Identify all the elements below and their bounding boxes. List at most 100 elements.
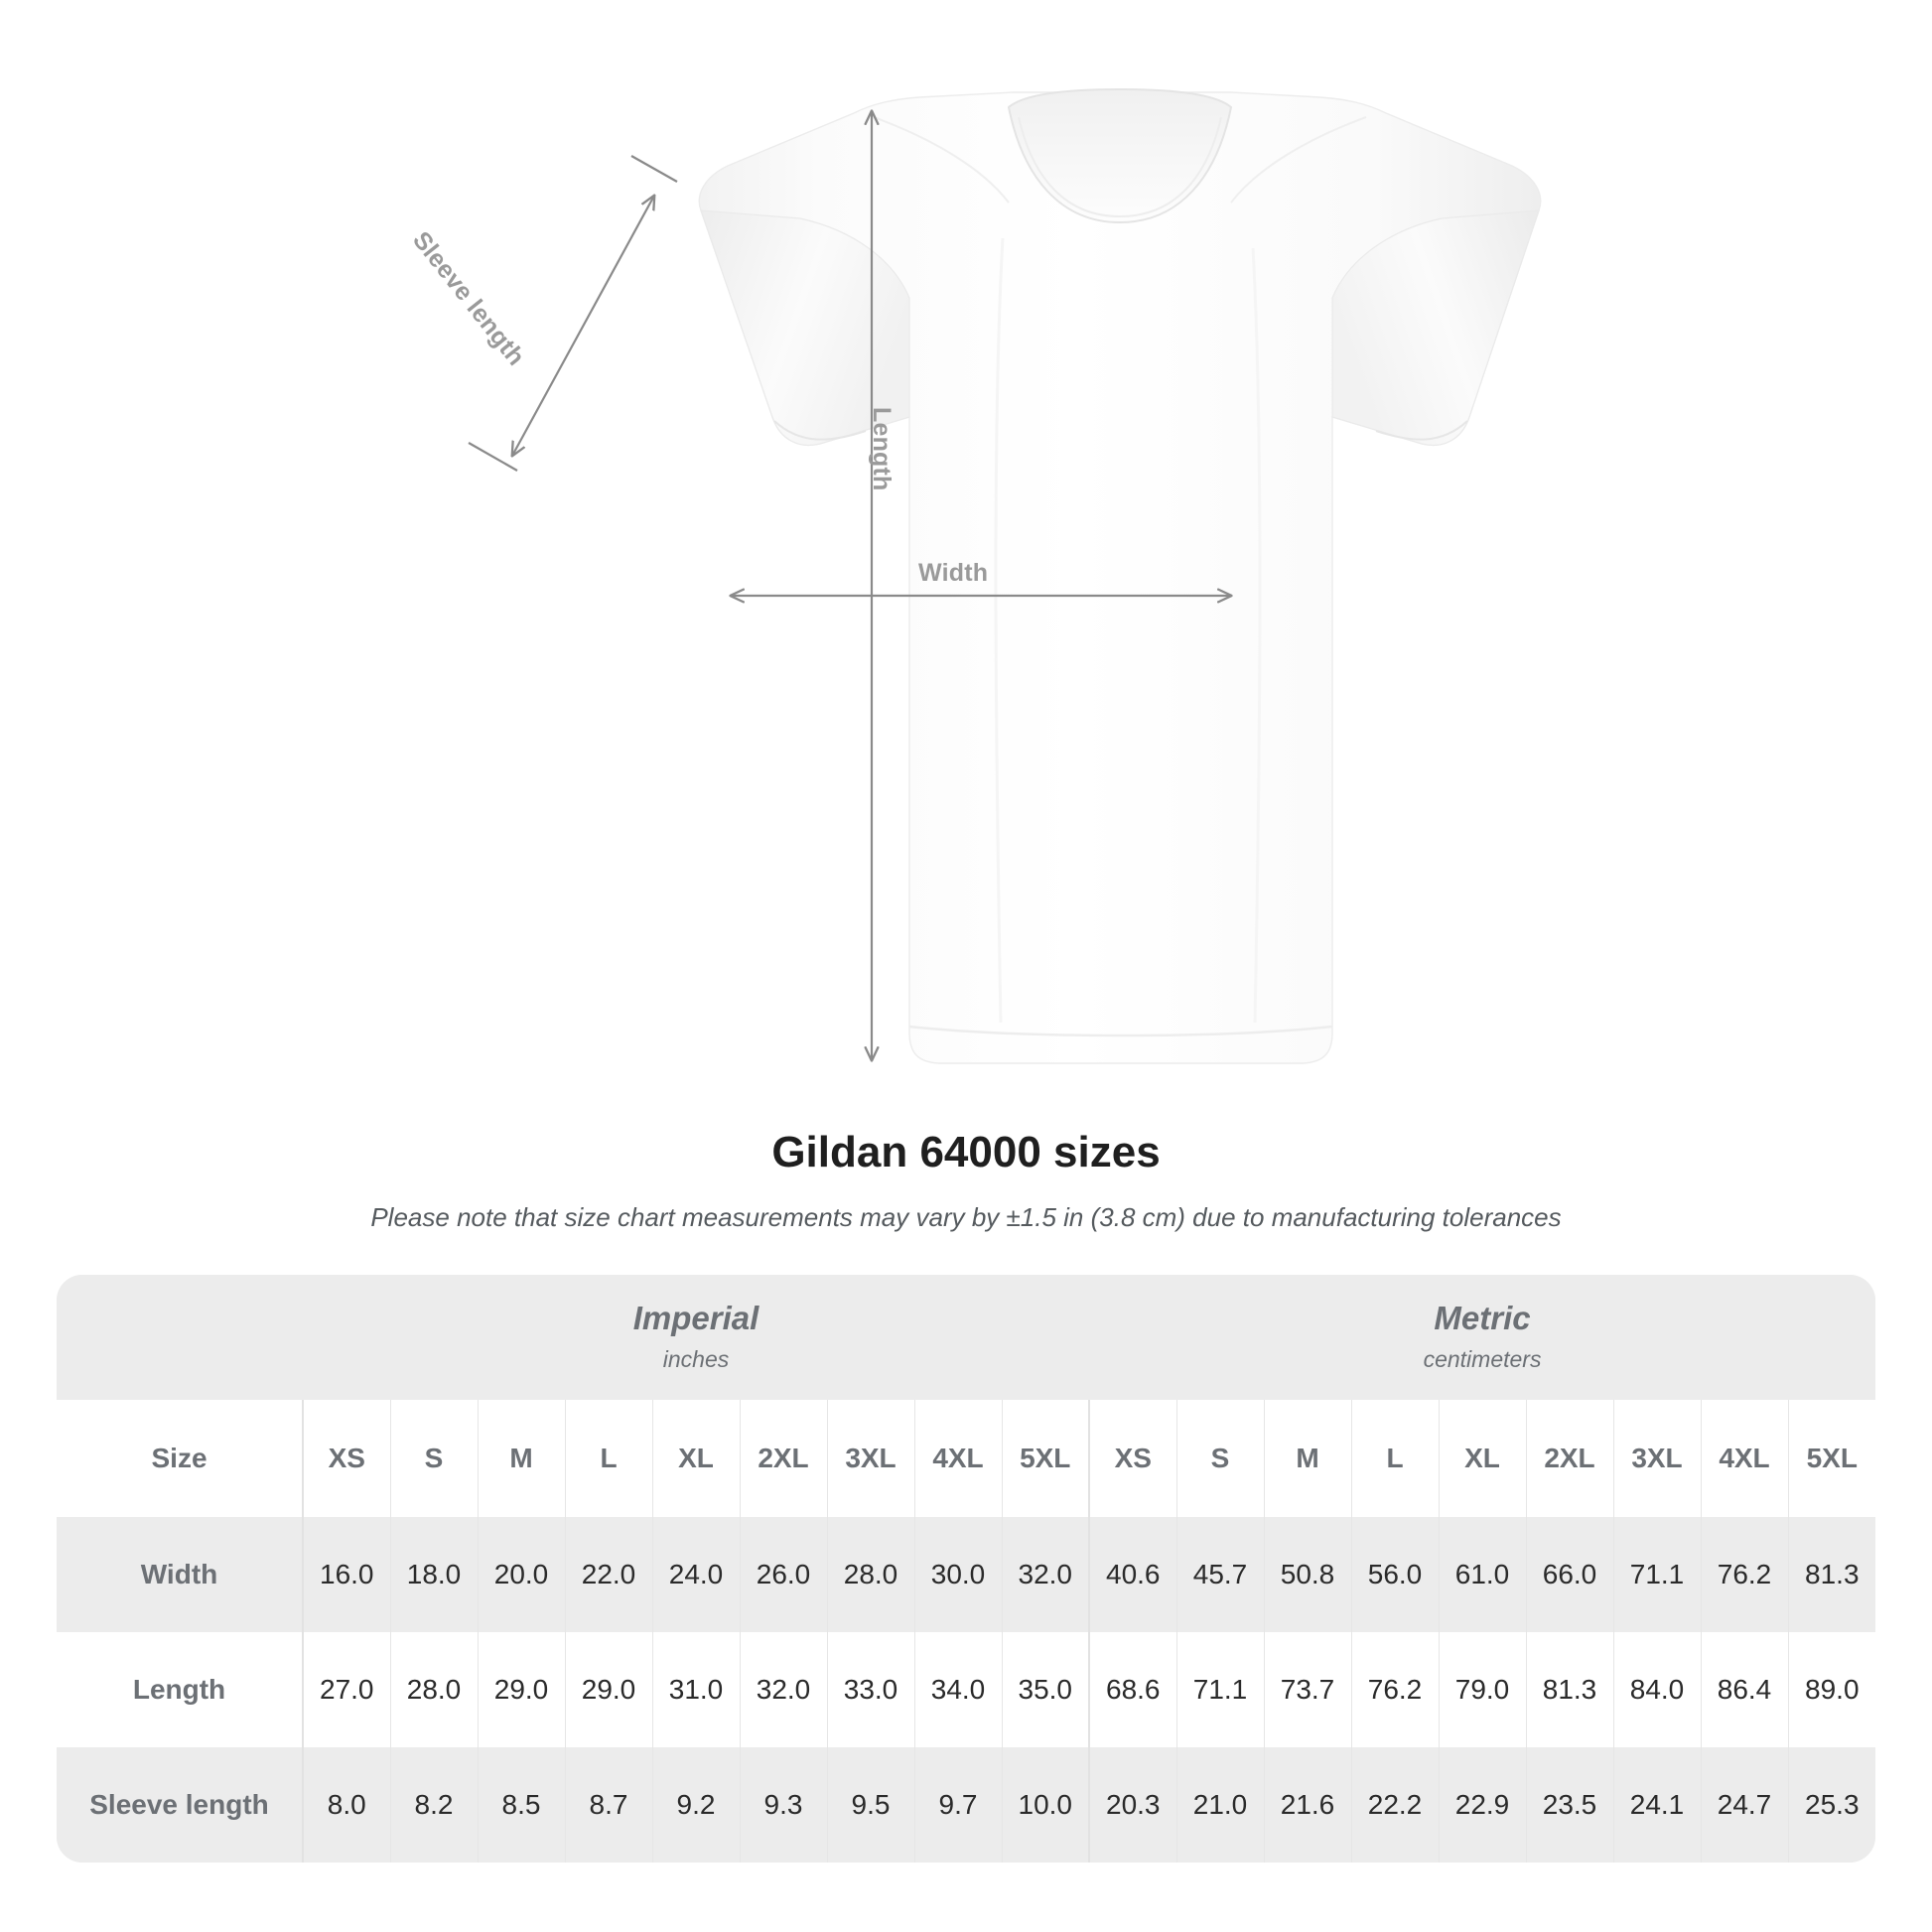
shirt-bottom-hem — [908, 1025, 1333, 1037]
unit-group-row: Imperial inches Metric centimeters — [57, 1275, 1875, 1400]
collar-inner-seam — [1018, 116, 1222, 218]
cell-sleeve-metric-xs: 20.3 — [1088, 1747, 1176, 1863]
size-header-metric-m: M — [1263, 1400, 1351, 1517]
fabric-fold — [994, 237, 1005, 1024]
size-header-metric-xl: XL — [1438, 1400, 1526, 1517]
shirt-sleeve-right — [1331, 209, 1540, 446]
cell-sleeve-metric-3xl: 24.1 — [1612, 1747, 1701, 1863]
cell-width-imperial-xl: 24.0 — [651, 1517, 740, 1632]
cell-length-imperial-xl: 31.0 — [651, 1632, 740, 1747]
shoulder-seam-right — [1230, 116, 1367, 204]
cell-sleeve-imperial-xs: 8.0 — [302, 1747, 390, 1863]
unit-row-spacer — [57, 1275, 303, 1400]
cell-sleeve-imperial-xl: 9.2 — [651, 1747, 740, 1863]
unit-group-metric-name: Metric — [1434, 1300, 1531, 1337]
size-header-imperial-xl: XL — [651, 1400, 740, 1517]
cell-width-imperial-xs: 16.0 — [302, 1517, 390, 1632]
table-row: Sleeve length 8.0 8.2 8.5 8.7 9.2 9.3 9.… — [57, 1747, 1875, 1863]
cell-sleeve-imperial-m: 8.5 — [477, 1747, 565, 1863]
cell-width-metric-4xl: 76.2 — [1700, 1517, 1788, 1632]
cell-width-metric-s: 45.7 — [1175, 1517, 1264, 1632]
cell-sleeve-imperial-l: 8.7 — [564, 1747, 652, 1863]
sleeve-tick-bottom — [468, 442, 518, 472]
size-table: Imperial inches Metric centimeters Size … — [57, 1275, 1875, 1863]
width-label: Width — [918, 559, 989, 587]
unit-group-metric-unit: centimeters — [1423, 1346, 1542, 1373]
cell-sleeve-imperial-5xl: 10.0 — [1001, 1747, 1089, 1863]
cell-width-imperial-5xl: 32.0 — [1001, 1517, 1089, 1632]
cell-length-imperial-xs: 27.0 — [302, 1632, 390, 1747]
size-header-metric-5xl: 5XL — [1787, 1400, 1875, 1517]
size-header-imperial-4xl: 4XL — [913, 1400, 1002, 1517]
size-header-imperial-3xl: 3XL — [826, 1400, 914, 1517]
unit-group-metric: Metric centimeters — [1089, 1275, 1875, 1400]
size-header-label: Size — [57, 1400, 303, 1517]
unit-group-imperial-unit: inches — [662, 1346, 730, 1373]
tshirt-illustration — [468, 87, 1542, 1064]
tolerance-note: Please note that size chart measurements… — [370, 1201, 1562, 1232]
size-header-row: Size XS S M L XL 2XL 3XL 4XL 5XL XS S M … — [57, 1400, 1875, 1517]
cell-length-metric-5xl: 89.0 — [1787, 1632, 1875, 1747]
sleeve-measure-arrow — [512, 196, 654, 456]
cell-length-metric-3xl: 84.0 — [1612, 1632, 1701, 1747]
cell-length-metric-s: 71.1 — [1175, 1632, 1264, 1747]
size-header-imperial-2xl: 2XL — [739, 1400, 827, 1517]
cell-width-metric-xs: 40.6 — [1088, 1517, 1176, 1632]
cell-length-metric-m: 73.7 — [1263, 1632, 1351, 1747]
cell-sleeve-metric-m: 21.6 — [1263, 1747, 1351, 1863]
size-header-imperial-5xl: 5XL — [1001, 1400, 1089, 1517]
row-label-width: Width — [57, 1517, 303, 1632]
cell-length-imperial-3xl: 33.0 — [826, 1632, 914, 1747]
length-label: Length — [868, 407, 896, 491]
cell-length-imperial-5xl: 35.0 — [1001, 1632, 1089, 1747]
cell-width-metric-2xl: 66.0 — [1525, 1517, 1613, 1632]
row-label-length: Length — [57, 1632, 303, 1747]
cell-length-metric-2xl: 81.3 — [1525, 1632, 1613, 1747]
cell-width-metric-xl: 61.0 — [1438, 1517, 1526, 1632]
size-header-metric-3xl: 3XL — [1612, 1400, 1701, 1517]
shirt-sleeve-left — [700, 209, 910, 446]
cell-sleeve-metric-xl: 22.9 — [1438, 1747, 1526, 1863]
size-header-metric-4xl: 4XL — [1700, 1400, 1788, 1517]
size-header-imperial-l: L — [564, 1400, 652, 1517]
cell-sleeve-imperial-2xl: 9.3 — [739, 1747, 827, 1863]
cell-length-imperial-m: 29.0 — [477, 1632, 565, 1747]
unit-group-imperial-name: Imperial — [632, 1300, 759, 1337]
size-header-metric-2xl: 2XL — [1525, 1400, 1613, 1517]
size-header-imperial-m: M — [477, 1400, 565, 1517]
size-header-metric-s: S — [1175, 1400, 1264, 1517]
cell-width-imperial-2xl: 26.0 — [739, 1517, 827, 1632]
cell-sleeve-metric-2xl: 23.5 — [1525, 1747, 1613, 1863]
cell-sleeve-imperial-4xl: 9.7 — [913, 1747, 1002, 1863]
cell-length-metric-xl: 79.0 — [1438, 1632, 1526, 1747]
cell-length-imperial-4xl: 34.0 — [913, 1632, 1002, 1747]
cell-length-metric-xs: 68.6 — [1088, 1632, 1176, 1747]
size-header-imperial-xs: XS — [302, 1400, 390, 1517]
table-row: Length 27.0 28.0 29.0 29.0 31.0 32.0 33.… — [57, 1632, 1875, 1747]
size-header-metric-xs: XS — [1088, 1400, 1176, 1517]
cell-width-metric-m: 50.8 — [1263, 1517, 1351, 1632]
cell-sleeve-metric-l: 22.2 — [1350, 1747, 1439, 1863]
cell-sleeve-metric-4xl: 24.7 — [1700, 1747, 1788, 1863]
sleeve-tick-top — [630, 155, 678, 183]
cell-width-metric-5xl: 81.3 — [1787, 1517, 1875, 1632]
cell-sleeve-imperial-3xl: 9.5 — [826, 1747, 914, 1863]
cell-length-metric-4xl: 86.4 — [1700, 1632, 1788, 1747]
cell-sleeve-metric-s: 21.0 — [1175, 1747, 1264, 1863]
cell-length-metric-l: 76.2 — [1350, 1632, 1439, 1747]
fabric-fold — [1251, 247, 1262, 1024]
tshirt-diagram: Sleeve length Length Width — [407, 87, 1542, 1064]
chart-heading: Gildan 64000 sizes Please note that size… — [0, 1127, 1932, 1235]
size-header-imperial-s: S — [389, 1400, 478, 1517]
unit-group-imperial: Imperial inches — [303, 1275, 1089, 1400]
cell-length-imperial-l: 29.0 — [564, 1632, 652, 1747]
cell-width-metric-3xl: 71.1 — [1612, 1517, 1701, 1632]
size-table-container: Imperial inches Metric centimeters Size … — [57, 1275, 1875, 1863]
shoulder-seam-left — [873, 116, 1010, 204]
cell-width-imperial-m: 20.0 — [477, 1517, 565, 1632]
sleeve-hem-left — [773, 420, 867, 441]
cell-width-imperial-4xl: 30.0 — [913, 1517, 1002, 1632]
cell-length-imperial-2xl: 32.0 — [739, 1632, 827, 1747]
table-row: Width 16.0 18.0 20.0 22.0 24.0 26.0 28.0… — [57, 1517, 1875, 1632]
